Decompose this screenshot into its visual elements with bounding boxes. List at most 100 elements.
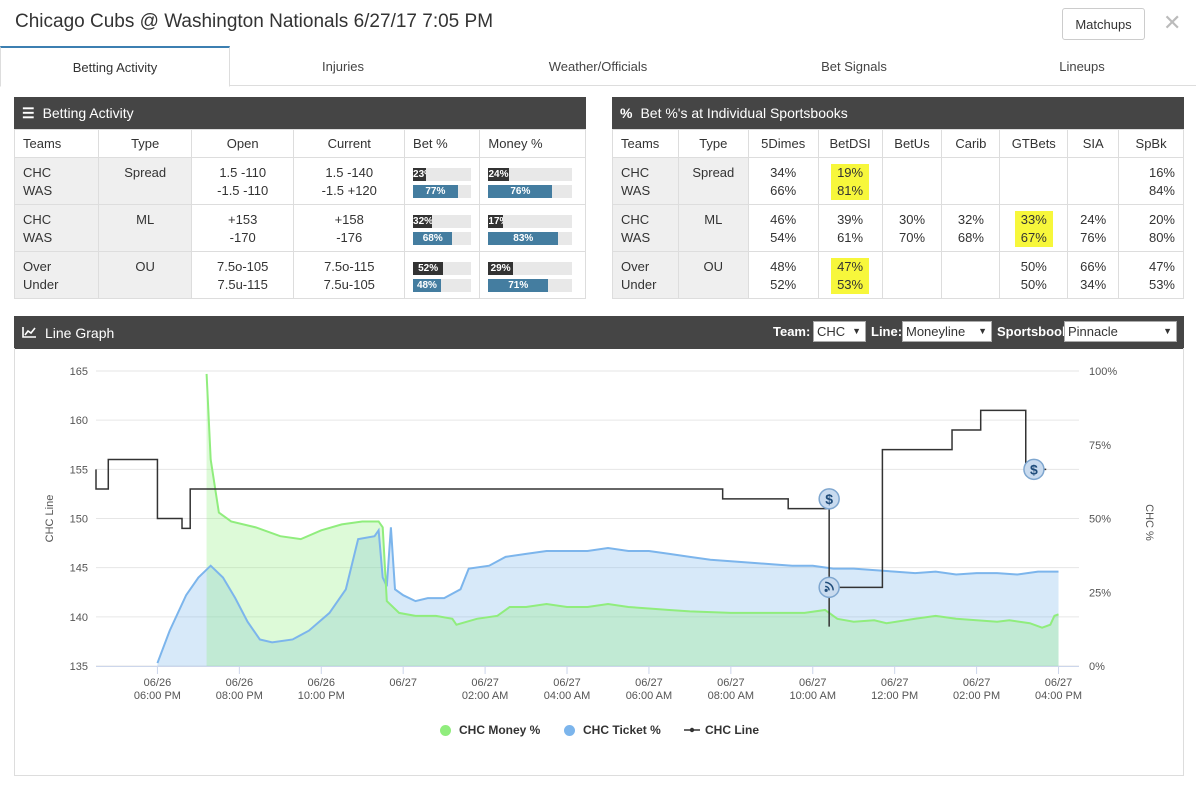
- y2-tick-label: 0%: [1089, 661, 1105, 673]
- x-tick-date: 06/27: [635, 677, 663, 689]
- column-header: Carib: [941, 129, 1001, 158]
- bet-percent-bar: 32%: [413, 215, 472, 228]
- open-line: -170: [229, 230, 256, 245]
- percent-value: 50%: [1020, 277, 1047, 292]
- bet-percent-fill: 52%: [413, 262, 444, 275]
- column-header: Current: [293, 129, 406, 158]
- tab-weather-officials[interactable]: Weather/Officials: [548, 58, 648, 74]
- table-row: Over Under OU 48% 52% 47% 53% 50% 50% 66% 34% 47% 53…: [612, 251, 1184, 299]
- sportsbook-percent-cell: [881, 251, 943, 299]
- percent-value: 39%: [837, 212, 864, 227]
- y-tick-label: 160: [70, 415, 88, 427]
- y-tick-label: 155: [70, 464, 88, 476]
- percent-value: 47%: [1148, 259, 1175, 274]
- bet-type: OU: [703, 259, 724, 274]
- bet-percent-fill: 32%: [413, 215, 432, 228]
- teams-cell: CHC WAS: [612, 204, 679, 252]
- percent-value: 46%: [770, 212, 797, 227]
- tab-bar: Betting Activity Injuries Weather/Offici…: [0, 46, 1196, 87]
- sportsbook-percent-cell: [881, 157, 943, 205]
- percent-value: 34%: [1080, 277, 1107, 292]
- bet-type: ML: [136, 212, 155, 227]
- percent-value: 16%: [1148, 165, 1175, 180]
- close-icon[interactable]: ✕: [1163, 10, 1182, 35]
- type-cell: ML: [677, 204, 749, 252]
- column-header: GTBets: [999, 129, 1069, 158]
- percent-value: 50%: [1020, 259, 1047, 274]
- betting-activity-header: ☰ Betting Activity: [14, 97, 586, 129]
- bet-percent-bar: 48%: [413, 279, 472, 292]
- tab-betting-activity[interactable]: Betting Activity: [0, 46, 230, 87]
- money-percent-bar: 17%: [488, 215, 573, 228]
- sportsbook-percent-cell: 47% 53%: [1118, 251, 1184, 299]
- percent-value: 66%: [1080, 259, 1107, 274]
- money-percent-fill: 71%: [488, 279, 549, 292]
- team-name: CHC: [621, 165, 650, 180]
- bet-percent-fill: 23%: [413, 168, 427, 181]
- current-line: -176: [336, 230, 363, 245]
- svg-text:$: $: [1030, 461, 1038, 477]
- x-tick-time: 06:00 PM: [134, 690, 181, 702]
- legend-ticket[interactable]: CHC Ticket %: [564, 723, 661, 737]
- sportsbooks-title: Bet %'s at Individual Sportsbooks: [640, 105, 848, 121]
- y-tick-label: 140: [70, 612, 88, 624]
- sportsbook-percent-cell: 20% 80%: [1118, 204, 1184, 252]
- percent-value: 53%: [837, 277, 864, 292]
- legend-money[interactable]: CHC Money %: [440, 723, 540, 737]
- team-name: WAS: [621, 230, 651, 245]
- tab-bet-signals[interactable]: Bet Signals: [821, 58, 887, 74]
- type-cell: Spread: [98, 157, 192, 205]
- highlighted-percent: 33% 67%: [1014, 211, 1053, 247]
- x-tick-time: 10:00 PM: [298, 690, 345, 702]
- dollar-icon[interactable]: $: [1023, 458, 1045, 481]
- tab-lineups[interactable]: Lineups: [1059, 58, 1105, 74]
- sportsbook-percent-cell: [941, 157, 1001, 205]
- highlighted-percent: 19% 81%: [831, 164, 870, 200]
- open-cell: 7.5o-105 7.5u-115: [190, 251, 295, 299]
- team-name: Under: [23, 277, 59, 292]
- money-percent-bar: 24%: [488, 168, 573, 181]
- percent-value: 24%: [1080, 212, 1107, 227]
- sportsbook-percent-cell: 16% 84%: [1118, 157, 1184, 205]
- x-tick-date: 06/26: [226, 677, 254, 689]
- betting-activity-title: Betting Activity: [42, 105, 134, 121]
- column-header: SIA: [1067, 129, 1120, 158]
- team-name: Over: [621, 259, 650, 274]
- y2-axis-title: CHC %: [1143, 504, 1155, 541]
- money-percent-cell: 17%83%: [479, 204, 586, 252]
- team-name: CHC: [621, 212, 650, 227]
- column-header: Open: [190, 129, 295, 158]
- x-tick-time: 08:00 AM: [708, 690, 754, 702]
- dollar-icon[interactable]: $: [818, 488, 840, 510]
- tab-injuries[interactable]: Injuries: [322, 58, 364, 74]
- type-cell: OU: [98, 251, 192, 299]
- signal-icon[interactable]: [818, 576, 840, 599]
- team-name: Under: [621, 277, 657, 292]
- percent-value: 67%: [1020, 230, 1047, 245]
- ticket-percent-area: [157, 527, 1059, 666]
- table-row: Over Under OU 7.5o-105 7.5u-115 7.5o-115 7.5u-…: [13, 251, 586, 299]
- column-header: Teams: [612, 129, 679, 158]
- sportsbook-percent-cell: [941, 251, 1001, 299]
- bet-type: Spread: [692, 165, 735, 180]
- matchups-button[interactable]: Matchups: [1062, 8, 1145, 40]
- money-percent-area: [206, 373, 1059, 666]
- money-percent-line: [205, 373, 1059, 629]
- team-name: WAS: [23, 183, 53, 198]
- x-tick-time: 08:00 PM: [216, 690, 263, 702]
- sportsbook-percent-cell: 33% 67%: [999, 204, 1069, 252]
- percent-icon: %: [620, 105, 633, 121]
- bet-type: Spread: [124, 165, 167, 180]
- percent-value: 53%: [1148, 277, 1175, 292]
- bet-percent-cell: 32% 68%: [404, 204, 481, 252]
- bet-percent-fill: 68%: [413, 232, 453, 245]
- percent-value: 33%: [1020, 212, 1047, 227]
- sportsbook-select[interactable]: Pinnacle ▼: [1064, 321, 1177, 342]
- line-select[interactable]: Moneyline ▼: [902, 321, 992, 342]
- current-cell: +158 -176: [293, 204, 406, 252]
- x-tick-date: 06/27: [717, 677, 745, 689]
- legend-line[interactable]: CHC Line: [684, 723, 759, 737]
- team-select[interactable]: CHC ▼: [813, 321, 866, 342]
- teams-cell: Over Under: [612, 251, 679, 299]
- line-graph-chart: 135 140 145 150 155 160 165 0% 25% 50% 75% 100% CHC …: [44, 366, 1155, 702]
